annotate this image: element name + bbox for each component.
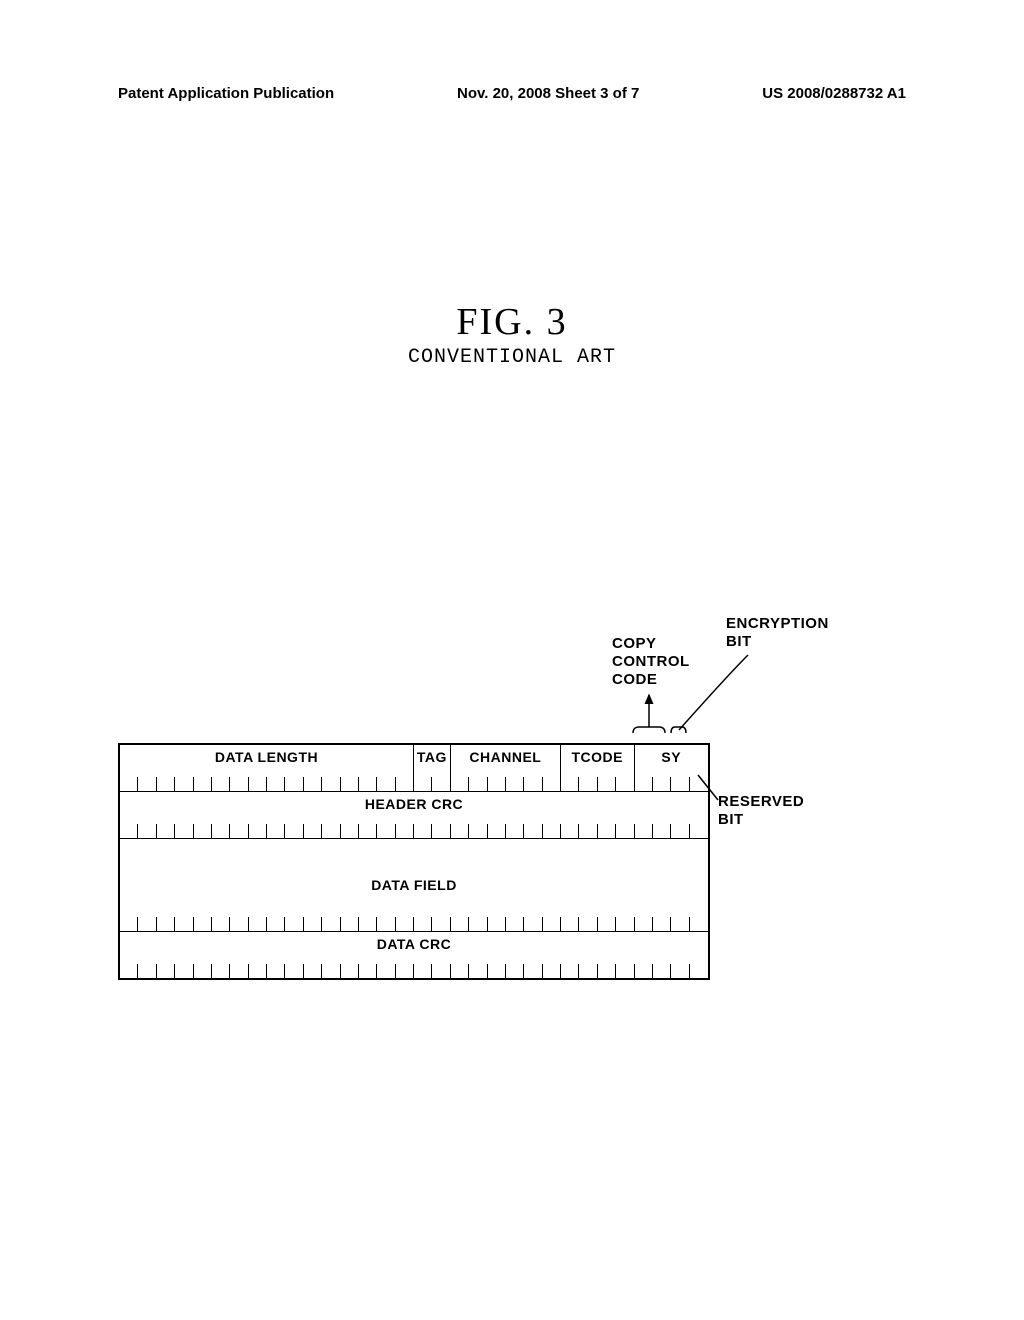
header-left: Patent Application Publication xyxy=(118,85,334,102)
header-right: US 2008/0288732 A1 xyxy=(762,85,906,102)
data-field: DATA FIELD xyxy=(120,839,708,931)
tag-field: TAG xyxy=(414,745,451,791)
figure-subtitle: CONVENTIONAL ART xyxy=(0,346,1024,369)
data-crc-row: DATA CRC xyxy=(120,932,708,978)
figure-title: FIG. 3 CONVENTIONAL ART xyxy=(0,300,1024,369)
packet-structure: DATA LENGTH TAG CHANNEL TCODE SY xyxy=(118,743,710,980)
encryption-bit-label: ENCRYPTIONBIT xyxy=(726,615,829,651)
reserved-bit-label: RESERVEDBIT xyxy=(718,793,804,829)
channel-field: CHANNEL xyxy=(451,745,561,791)
header-row-1: DATA LENGTH TAG CHANNEL TCODE SY xyxy=(120,745,708,792)
page-header: Patent Application Publication Nov. 20, … xyxy=(118,85,906,102)
data-field-row: DATA FIELD xyxy=(120,839,708,932)
data-length-field: DATA LENGTH xyxy=(120,745,414,791)
header-crc-row: HEADER CRC xyxy=(120,792,708,839)
header-crc-field: HEADER CRC xyxy=(120,792,708,838)
sy-field: SY xyxy=(635,745,709,791)
tcode-field: TCODE xyxy=(561,745,635,791)
figure-label: FIG. 3 xyxy=(0,300,1024,344)
header-center: Nov. 20, 2008 Sheet 3 of 7 xyxy=(457,85,639,102)
copy-control-label: COPYCONTROLCODE xyxy=(612,635,690,689)
data-crc-field: DATA CRC xyxy=(120,932,708,978)
